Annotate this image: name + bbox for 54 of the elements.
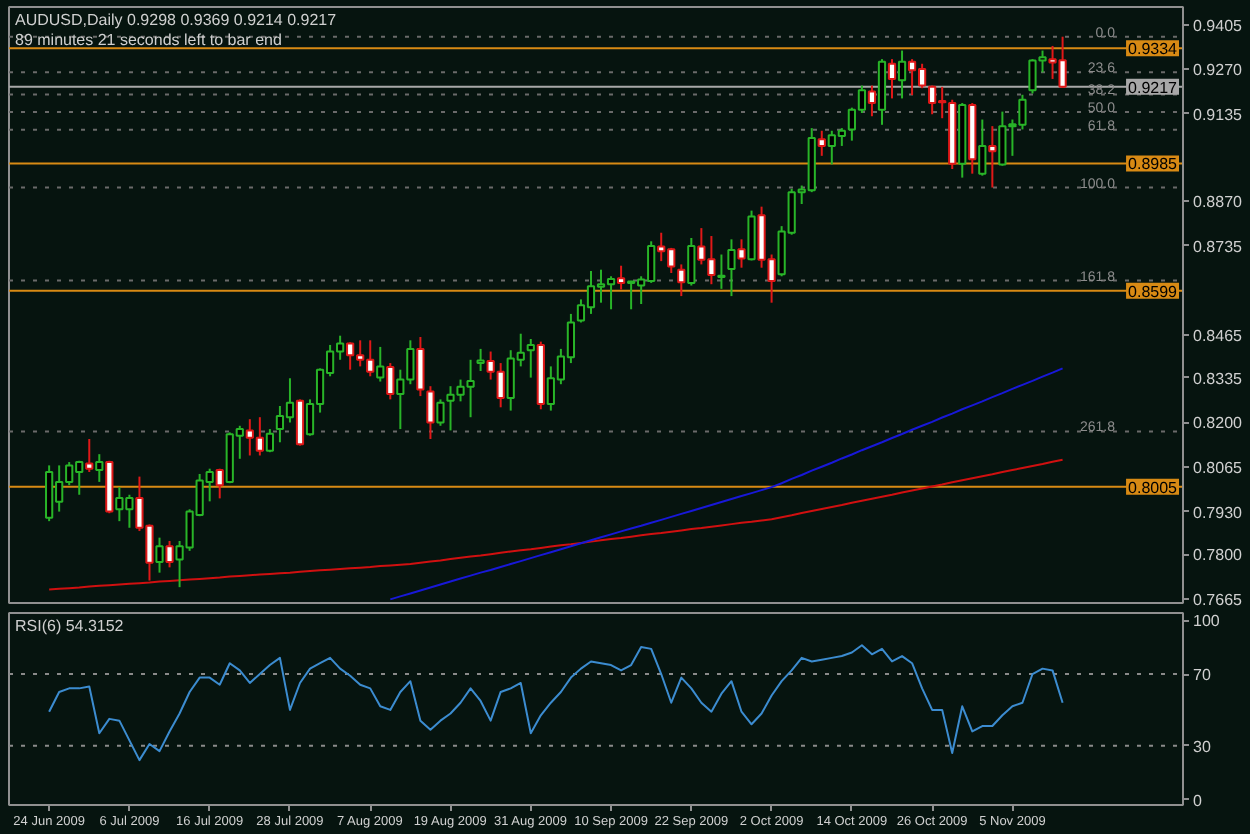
y-tick-label: 0.9405	[1193, 16, 1244, 35]
y-tick-label: 100	[1193, 612, 1221, 631]
y-tick-label: 0.8200	[1193, 414, 1244, 433]
y-tick-label: 0.7665	[1193, 591, 1244, 610]
candlestick	[727, 238, 736, 298]
candlestick	[687, 237, 696, 287]
candlestick	[717, 253, 726, 290]
candlestick	[85, 437, 94, 473]
candlestick	[897, 49, 907, 100]
y-tick-label: 30	[1193, 737, 1212, 756]
candlestick	[416, 336, 425, 398]
candlestick	[817, 129, 826, 157]
chart-title: AUDUSD,Daily 0.9298 0.9369 0.9214 0.9217	[15, 11, 338, 29]
y-tick-label: 0.9270	[1193, 61, 1244, 80]
candlestick	[436, 398, 445, 427]
line-series	[389, 367, 1064, 601]
ref-line-label: 0.8005	[1128, 478, 1179, 497]
candlestick	[215, 467, 224, 500]
y-tick-label: 0.9135	[1193, 105, 1244, 124]
candlestick	[616, 264, 626, 291]
candlestick	[476, 347, 485, 372]
candlestick	[877, 58, 887, 126]
y-tick-label: 0	[1193, 791, 1203, 810]
ref-line-label: 0.8599	[1128, 282, 1179, 301]
line-series	[48, 458, 1064, 591]
candlestick	[426, 385, 435, 440]
ref-line-label: 0.8985	[1128, 155, 1179, 174]
candlestick	[677, 263, 686, 298]
candlestick	[376, 345, 385, 383]
y-tick-label: 70	[1193, 666, 1212, 685]
y-tick-label: 0.7800	[1193, 546, 1244, 565]
candlestick	[747, 209, 756, 262]
ref-line-label: 0.9217	[1128, 78, 1179, 97]
candlestick	[165, 539, 174, 569]
candlestick	[155, 536, 164, 574]
chart-title: RSI(6) 54.3152	[15, 617, 125, 635]
candlestick	[737, 238, 746, 269]
y-tick-label: 0.8465	[1193, 327, 1244, 346]
candlestick	[386, 362, 395, 401]
line-series	[48, 644, 1064, 762]
y-tick-label: 0.8065	[1193, 459, 1244, 478]
candlestick	[95, 453, 104, 483]
y-tick-label: 0.8735	[1193, 237, 1244, 256]
candlestick	[978, 118, 987, 177]
y-tick-label: 0.8335	[1193, 369, 1244, 388]
candlestick	[887, 58, 897, 100]
candlestick	[988, 125, 997, 189]
candlestick	[295, 398, 305, 447]
y-tick-label: 0.7930	[1193, 503, 1244, 522]
candlestick	[867, 84, 877, 118]
candlestick	[526, 337, 535, 379]
text: 89 minutes 21 seconds left to bar end	[15, 31, 282, 49]
ref-line-label: 0.9334	[1128, 40, 1179, 59]
y-tick-label: 0.8870	[1193, 193, 1244, 212]
